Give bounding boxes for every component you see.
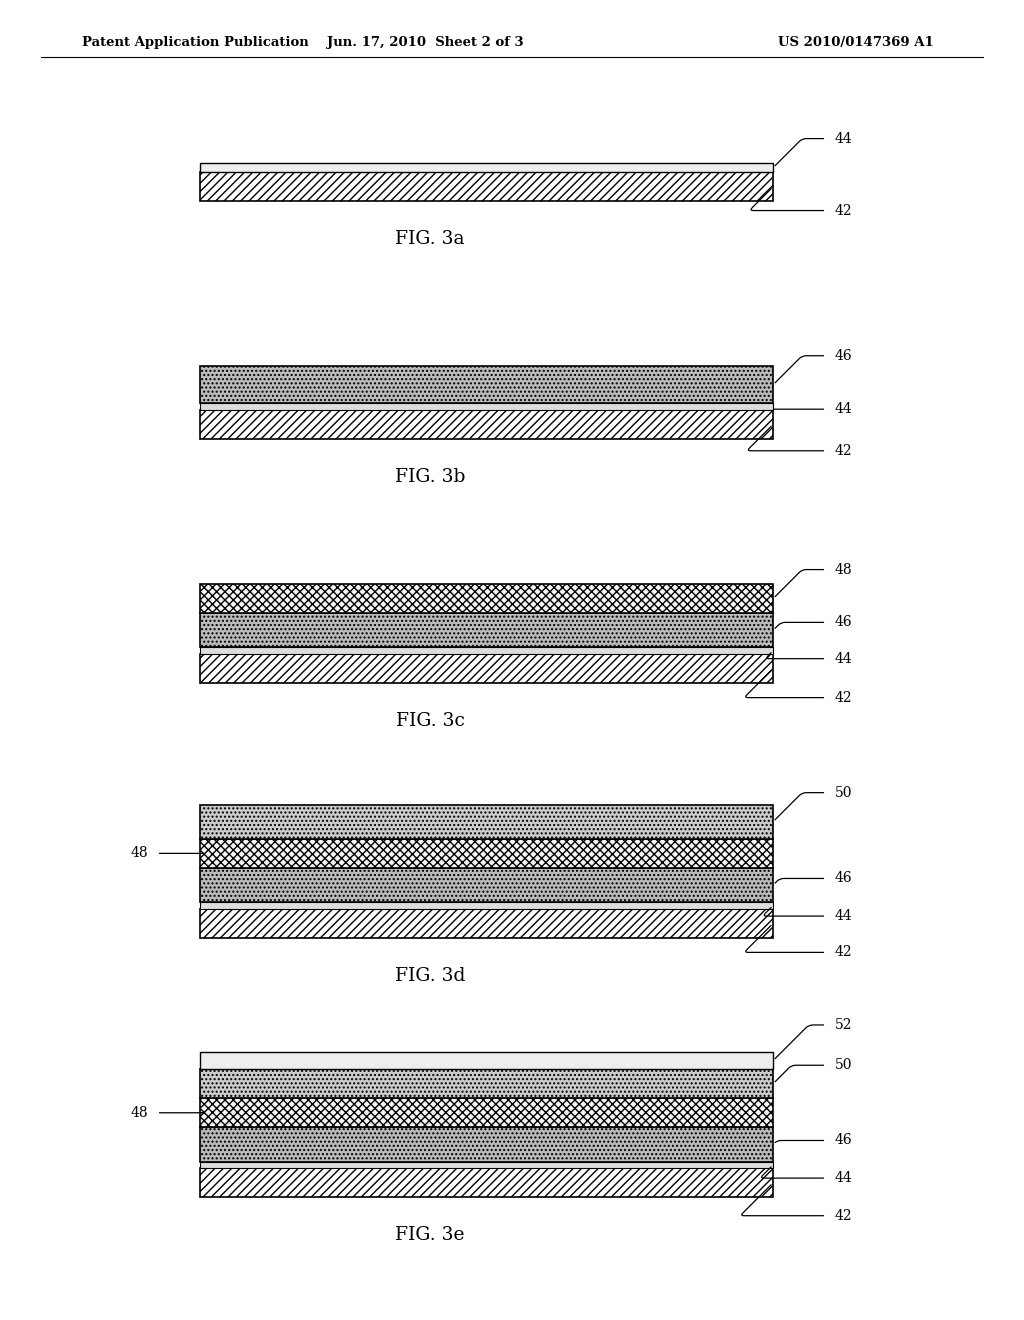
Text: FIG. 3b: FIG. 3b <box>395 469 465 486</box>
Text: 52: 52 <box>835 1018 852 1032</box>
FancyBboxPatch shape <box>200 804 773 840</box>
Text: 48: 48 <box>131 1106 148 1119</box>
FancyBboxPatch shape <box>200 653 773 682</box>
Text: 44: 44 <box>835 909 852 923</box>
Text: 46: 46 <box>835 1134 852 1147</box>
FancyBboxPatch shape <box>200 903 773 908</box>
Text: 46: 46 <box>835 871 852 886</box>
Text: Patent Application Publication: Patent Application Publication <box>82 36 308 49</box>
Text: 46: 46 <box>835 348 852 363</box>
FancyBboxPatch shape <box>200 583 773 612</box>
FancyBboxPatch shape <box>200 908 773 937</box>
Text: FIG. 3e: FIG. 3e <box>395 1226 465 1245</box>
Text: FIG. 3a: FIG. 3a <box>395 230 465 248</box>
Text: 42: 42 <box>835 690 852 705</box>
Text: 48: 48 <box>131 846 148 861</box>
Text: 44: 44 <box>835 1171 852 1185</box>
Text: 42: 42 <box>835 1209 852 1222</box>
Text: 44: 44 <box>835 652 852 665</box>
FancyBboxPatch shape <box>200 647 773 653</box>
Text: US 2010/0147369 A1: US 2010/0147369 A1 <box>778 36 934 49</box>
FancyBboxPatch shape <box>200 869 773 903</box>
Text: 50: 50 <box>835 785 852 800</box>
FancyBboxPatch shape <box>200 1162 773 1168</box>
Text: 42: 42 <box>835 945 852 960</box>
FancyBboxPatch shape <box>200 1127 773 1162</box>
FancyBboxPatch shape <box>200 172 773 201</box>
Text: 46: 46 <box>835 615 852 630</box>
FancyBboxPatch shape <box>200 1098 773 1127</box>
FancyBboxPatch shape <box>200 840 773 869</box>
FancyBboxPatch shape <box>200 1069 773 1098</box>
FancyBboxPatch shape <box>200 1168 773 1197</box>
FancyBboxPatch shape <box>200 409 773 438</box>
Text: 44: 44 <box>835 132 852 145</box>
FancyBboxPatch shape <box>200 1052 773 1069</box>
Text: 48: 48 <box>835 562 852 577</box>
Text: 50: 50 <box>835 1059 852 1072</box>
Text: FIG. 3c: FIG. 3c <box>395 713 465 730</box>
Text: 42: 42 <box>835 444 852 458</box>
FancyBboxPatch shape <box>200 404 773 409</box>
Text: Jun. 17, 2010  Sheet 2 of 3: Jun. 17, 2010 Sheet 2 of 3 <box>327 36 523 49</box>
Text: 44: 44 <box>835 403 852 416</box>
FancyBboxPatch shape <box>200 366 773 404</box>
Text: FIG. 3d: FIG. 3d <box>395 966 465 985</box>
FancyBboxPatch shape <box>200 612 773 647</box>
Text: 42: 42 <box>835 203 852 218</box>
FancyBboxPatch shape <box>200 162 773 172</box>
